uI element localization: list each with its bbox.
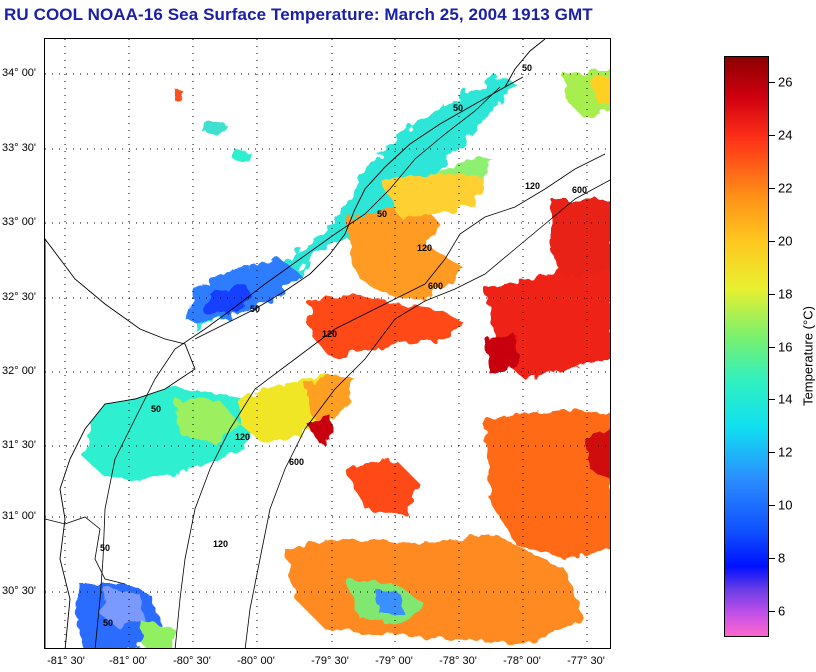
contour-120m: [174, 153, 606, 648]
land-coastline: [45, 238, 196, 648]
lon-label: -81° 00': [109, 655, 147, 667]
colorbar-tick: [769, 240, 775, 242]
sst-patch-orange-band: [345, 207, 465, 299]
contour-label: 120: [417, 243, 432, 253]
lon-label: -78° 30': [439, 655, 477, 667]
lat-label: 31° 30': [2, 439, 37, 451]
sst-patch-dark-red-east: [485, 334, 520, 374]
lon-label: -78° 00': [503, 655, 541, 667]
sst-map-canvas: 50 50 50 50 50 50 50 120 120 120 120 120…: [45, 39, 610, 648]
contour-600m: [244, 179, 610, 648]
contour-label: 600: [289, 457, 304, 467]
sst-patch-ne-yellow: [590, 77, 610, 104]
contour-label: 120: [235, 432, 250, 442]
colorbar-tick: [769, 82, 775, 84]
lat-label: 33° 00': [2, 216, 37, 228]
sst-patch-speck-3: [233, 149, 250, 164]
sst-patch-cold-sw-light: [100, 589, 145, 629]
contour-label: 50: [100, 543, 110, 553]
colorbar-tick-label: 8: [778, 550, 786, 566]
lat-label: 31° 00': [2, 510, 37, 522]
sst-patch-bottom-blue: [375, 589, 405, 614]
colorbar-tick-label: 12: [778, 444, 793, 460]
contour-label: 50: [151, 404, 161, 414]
lat-label: 34° 00': [2, 67, 37, 79]
lon-label: -80° 30': [173, 655, 211, 667]
sst-patch-se-orange: [485, 409, 610, 559]
sst-patch-east-red: [550, 199, 610, 279]
colorbar-tick: [769, 293, 775, 295]
sst-map[interactable]: 50 50 50 50 50 50 50 120 120 120 120 120…: [44, 38, 611, 649]
sst-patch-speck-4: [585, 429, 610, 479]
contour-label: 120: [213, 539, 228, 549]
coastline-sc: [194, 76, 524, 340]
colorbar-tick-label: 16: [778, 339, 793, 354]
sst-patch-green-ga: [175, 399, 240, 444]
temperature-colorbar: [724, 56, 769, 637]
map-title: RU COOL NOAA-16 Sea Surface Temperature:…: [4, 5, 593, 24]
sst-patch-gulf-stream: [310, 294, 465, 357]
contour-label: 600: [428, 281, 443, 291]
contour-label: 600: [572, 185, 587, 195]
sst-patch-speck-1: [173, 89, 183, 101]
colorbar-tick-label: 26: [778, 74, 793, 90]
lat-label: 33° 30': [2, 142, 37, 154]
colorbar-tick: [769, 135, 775, 137]
lon-label: -79° 30': [311, 655, 349, 667]
colorbar-tick-label: 20: [778, 233, 793, 249]
colorbar-tick-label: 10: [778, 497, 793, 513]
contour-inner: [45, 516, 126, 585]
lat-label: 32° 00': [2, 365, 37, 377]
colorbar-tick: [769, 188, 775, 190]
contour-label: 50: [453, 103, 463, 113]
sst-patch-deep-blue: [205, 284, 255, 314]
contour-label: 50: [522, 63, 532, 73]
sst-patch-red-mid: [345, 459, 420, 514]
contour-50m: [94, 86, 501, 648]
colorbar-tick: [769, 557, 775, 559]
lon-label: -79° 00': [375, 655, 413, 667]
colorbar-tick: [769, 504, 775, 506]
colorbar-tick: [769, 346, 775, 348]
sst-patches: [75, 69, 610, 648]
colorbar-tick-label: 22: [778, 180, 793, 196]
contour-label: 50: [103, 618, 113, 628]
lat-label: 30° 30': [2, 585, 37, 597]
colorbar-label: Temperature (°C): [800, 306, 816, 406]
lon-label: -81° 30': [47, 655, 85, 667]
bathymetry-contours: [45, 86, 610, 648]
colorbar-tick: [769, 610, 775, 612]
contour-label: 50: [250, 304, 260, 314]
lon-label: -77° 30': [567, 655, 605, 667]
sst-patch-light-orange: [380, 174, 485, 217]
sst-patch-orange-gs: [305, 374, 355, 429]
contour-label: 50: [377, 209, 387, 219]
sst-patch-red-eddy: [307, 414, 335, 444]
colorbar-tick-label: 14: [778, 391, 793, 407]
lat-label: 32° 30': [2, 291, 37, 303]
sst-patch-speck-2: [203, 123, 225, 135]
colorbar-tick-label: 18: [778, 286, 793, 302]
contour-label: 120: [322, 329, 337, 339]
colorbar-tick: [769, 399, 775, 401]
colorbar-tick-label: 24: [778, 127, 793, 143]
sst-patch-sw-green: [140, 619, 175, 648]
colorbar-tick-label: 6: [778, 603, 786, 619]
contour-label: 120: [525, 181, 540, 191]
lon-label: -80° 00': [237, 655, 275, 667]
colorbar-tick: [769, 452, 775, 454]
